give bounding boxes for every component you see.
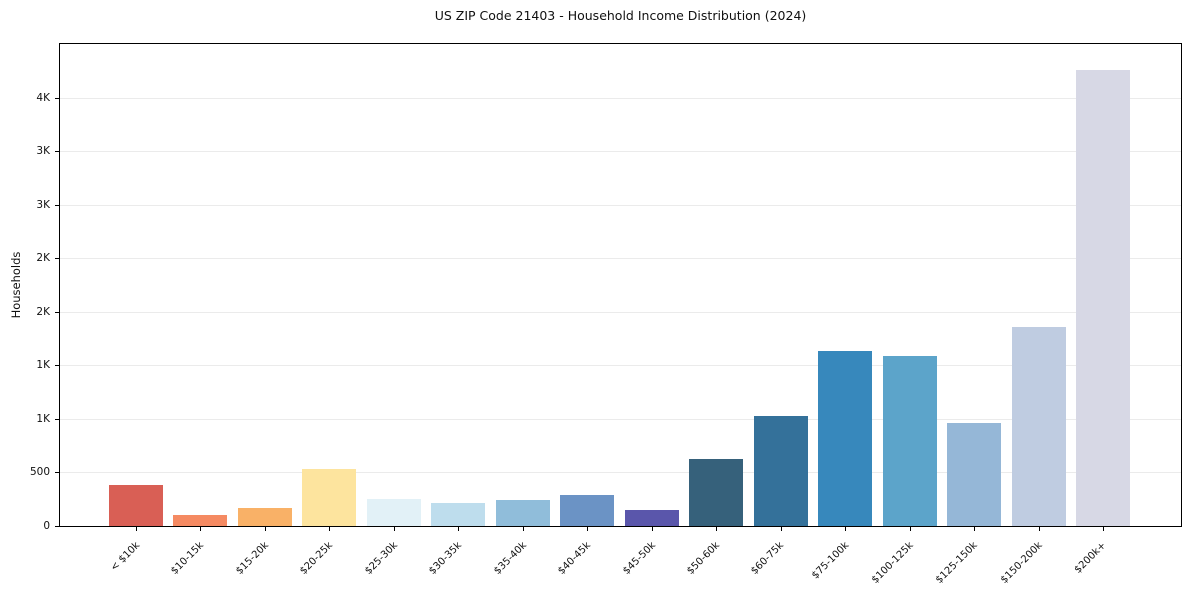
x-tick-label: $60-75k [749,540,787,577]
y-tick [55,526,59,527]
x-tick [458,527,460,531]
y-tick [55,418,59,420]
x-tick [651,527,653,531]
y-tick [55,151,59,153]
bar-20-25k [302,469,357,526]
x-tick [587,527,589,531]
y-tick-label: 1K [36,412,50,425]
y-tick-label: 3K [36,198,50,211]
x-tick [136,527,137,531]
bar-200k [1076,69,1131,526]
x-tick-label: $30-35k [427,540,465,577]
bar-125-150k [947,423,1002,526]
y-tick [55,311,59,313]
x-tick-label: $40-45k [556,540,594,577]
x-tick [393,527,395,531]
y-tick-label: 4K [36,91,50,104]
y-tick [55,365,59,367]
gridline [60,365,1181,367]
bar-35-40k [495,500,550,526]
gridline [60,151,1181,153]
bar-15-20k [237,507,292,526]
y-tick-label: 2K [36,252,50,265]
bar-10k [109,484,163,526]
gridline [60,418,1181,420]
x-tick-label: $15-20k [233,540,271,577]
y-tick-label: 0 [43,520,50,532]
x-tick [974,527,976,531]
x-tick-label: $20-25k [298,540,336,577]
y-tick [55,258,59,260]
y-tick-label: 1K [36,359,50,372]
gridline [60,204,1181,206]
x-tick-label: $200k+ [1073,540,1109,576]
y-tick-label: 500 [29,466,50,479]
bar-10-15k [173,515,228,526]
x-tick [780,527,782,531]
x-tick [1103,527,1105,531]
gridline [60,258,1181,260]
bar-50-60k [689,458,744,526]
x-tick-label: $50-60k [685,540,722,577]
x-tick [522,527,524,531]
x-tick [845,527,847,531]
gridline [60,311,1181,313]
y-tick [55,97,59,99]
gridline [60,97,1181,99]
x-tick [329,527,331,531]
bar-30-35k [431,502,486,526]
y-tick [55,472,59,474]
chart-title: US ZIP Code 21403 - Household Income Dis… [434,8,807,23]
y-tick [55,204,59,206]
x-tick-label: $35-40k [491,540,529,577]
y-tick-label: 2K [36,305,50,318]
gridline [60,472,1181,474]
x-tick-label: $75-100k [809,540,851,582]
bar-100-125k [882,355,937,526]
bar-40-45k [560,495,615,526]
x-tick-label: $10-15k [169,540,207,577]
x-tick [200,527,202,531]
x-tick-label: $100-125k [869,540,916,586]
bar-60-75k [753,415,808,526]
bar-75-100k [818,350,873,526]
y-tick-label: 3K [36,145,50,158]
x-tick-label: $45-50k [620,540,658,577]
x-tick-label: $125-150k [933,540,980,586]
x-tick-label: $150-200k [998,540,1045,586]
x-tick [909,527,911,531]
x-tick [716,527,718,531]
plot-area: 0 500 1K 1K 2K 2K 3K 3K 4K < $10k $10-15k $15-20k $2… [30,43,1182,586]
x-tick [264,527,266,531]
bar-25-30k [366,499,421,526]
bar-45-50k [624,509,679,526]
x-tick-label: < $10k [108,540,142,574]
x-tick [1038,527,1040,531]
bar-150-200k [1011,326,1066,526]
x-tick-label: $25-30k [362,540,400,577]
